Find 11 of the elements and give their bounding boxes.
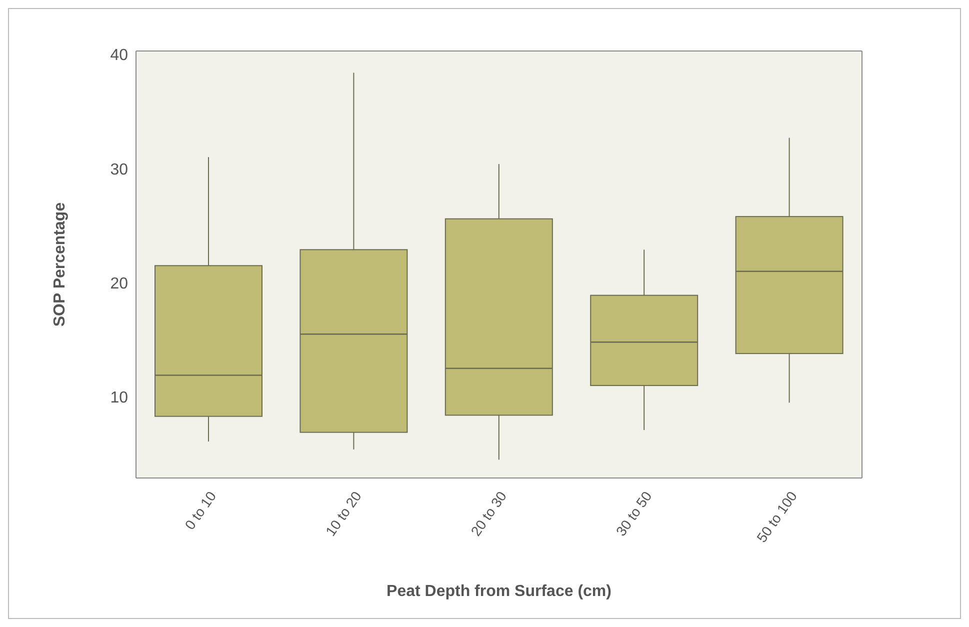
x-tick-label: 30 to 50: [612, 488, 655, 539]
x-axis-title: Peat Depth from Surface (cm): [386, 583, 612, 600]
x-tick-label: 50 to 100: [753, 488, 800, 546]
x-tick-label: 10 to 20: [322, 488, 365, 539]
y-axis-title: SOP Percentage: [52, 202, 69, 327]
y-tick-label: 10: [110, 390, 128, 407]
x-tick-label: 0 to 10: [182, 488, 220, 533]
x-tick-label: 20 to 30: [467, 488, 510, 539]
y-tick-label: 30: [110, 161, 128, 178]
y-tick-label: 20: [110, 275, 128, 292]
y-tick-label: 40: [110, 47, 128, 64]
